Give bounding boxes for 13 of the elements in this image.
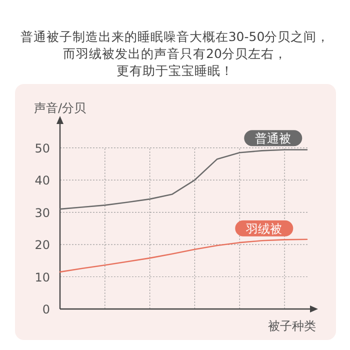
chart-title: 普通被子制造出来的睡眠噪音大概在30-50分贝之间，: [19, 28, 331, 45]
y-tick-label: 40: [34, 174, 50, 188]
chart-subtitle: 而羽绒被发出的声音只有20分贝左右，: [62, 45, 288, 62]
y-tick-label: 20: [34, 238, 50, 252]
series-label: 羽绒被: [245, 222, 282, 236]
series-label: 普通被: [255, 132, 292, 146]
x-axis-title: 被子种类: [268, 319, 316, 333]
y-axis-title: 声音/分贝: [34, 101, 86, 115]
y-tick-label: 50: [34, 141, 50, 156]
y-tick-label: 30: [34, 206, 50, 220]
y-tick-label: 0: [42, 302, 50, 316]
y-tick-label: 10: [34, 270, 50, 284]
text: 更有助于宝宝睡眠！: [116, 62, 234, 79]
